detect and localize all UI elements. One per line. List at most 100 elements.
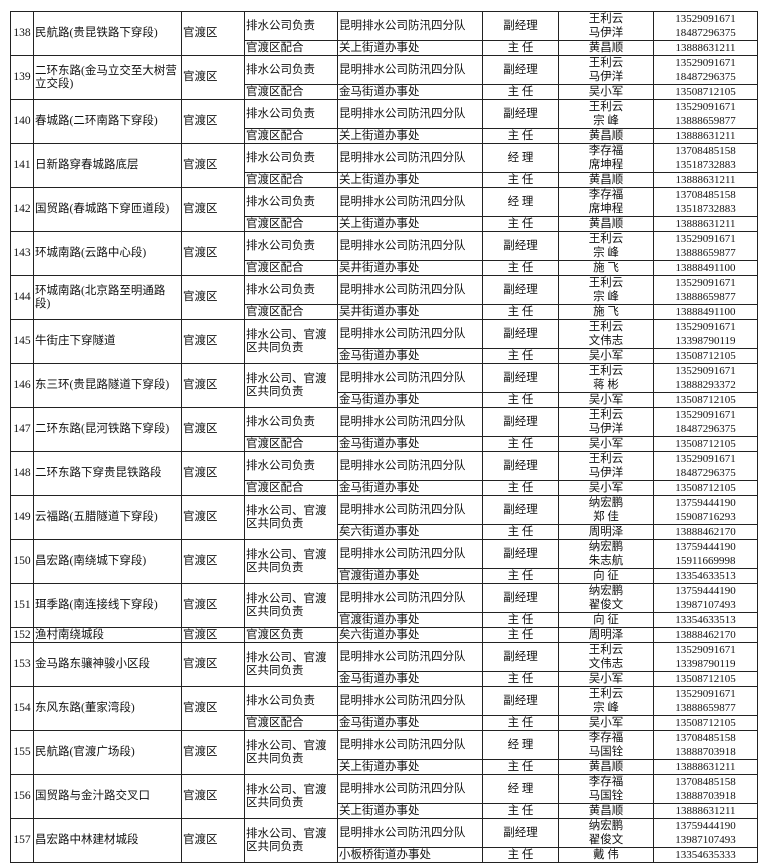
- table-row: 154 东风东路(董家湾段) 官渡区 排水公司负责 昆明排水公司防汛四分队 副经理 王利云宗…: [10, 686, 758, 731]
- responsible-unit: 昆明排水公司防汛四分队: [337, 818, 483, 848]
- contact-person-line: 马伊洋: [588, 467, 624, 479]
- contact-person: 向 征: [558, 568, 654, 584]
- contact-person-line: 吴小军: [588, 86, 624, 98]
- responsibility: 官渡区配合: [244, 260, 338, 276]
- district: 官渡区: [181, 495, 245, 540]
- responsibility: 排水公司、官渡区共同负责: [244, 774, 338, 819]
- table-row: 150 昌宏路(南绕城下穿段) 官渡区 排水公司、官渡区共同负责 昆明排水公司防汛四分队…: [10, 539, 758, 584]
- contact-phone-line: 13508712105: [675, 482, 736, 494]
- responsible-unit: 昆明排水公司防汛四分队: [337, 143, 483, 173]
- job-title: 主 任: [482, 480, 559, 496]
- responsible-unit: 昆明排水公司防汛四分队: [337, 231, 483, 261]
- contact-phone-line: 18487296375: [675, 27, 736, 39]
- job-title: 副经理: [482, 583, 559, 613]
- table-row: 149 云福路(五腊隧道下穿段) 官渡区 排水公司、官渡区共同负责 昆明排水公司防汛四分…: [10, 495, 758, 540]
- contact-phone-line: 13354635333: [675, 849, 736, 861]
- row-number: 157: [10, 818, 34, 863]
- contact-person-line: 宗 峰: [593, 247, 619, 259]
- contact-person: 李存福 马国铨: [558, 730, 654, 760]
- contact-person-line: 施 飞: [593, 306, 619, 318]
- contact-person: 纳宏鹏 翟俊文: [558, 818, 654, 848]
- district: 官渡区: [181, 539, 245, 584]
- contact-person-line: 马国铨: [588, 746, 624, 758]
- job-title: 主 任: [482, 172, 559, 188]
- table-subrow: 官渡区配合 关上街道办事处主 任 黄昌顺 13888631211: [11, 40, 758, 56]
- contact-person-line: 王利云: [588, 365, 624, 377]
- row-number: 152: [10, 627, 34, 643]
- location-name: 民航路(贵昆铁路下穿段): [33, 11, 182, 56]
- contact-person-line: 王利云: [588, 453, 624, 465]
- responsible-unit: 官渡街道办事处: [337, 568, 483, 584]
- responsibility: 排水公司、官渡区共同负责: [244, 495, 338, 540]
- contact-phone-line: 13888659877: [675, 115, 736, 127]
- row-number: 143: [10, 231, 34, 276]
- responsible-unit: 昆明排水公司防汛四分队: [337, 187, 483, 217]
- row-number: 153: [10, 642, 34, 687]
- district: 官渡区: [181, 275, 245, 320]
- contact-person-line: 李存福: [588, 189, 624, 201]
- responsible-unit: 吴井街道办事处: [337, 260, 483, 276]
- contact-phone: 13529091671 13888659877: [653, 275, 758, 305]
- contact-person-line: 吴小军: [588, 673, 624, 685]
- contact-person-line: 郑 佳: [593, 511, 619, 523]
- contact-phone: 13759444190 13987107493: [653, 583, 758, 613]
- location-name: 东风东路(董家湾段): [33, 686, 182, 731]
- contact-person-line: 宗 峰: [593, 115, 619, 127]
- contact-person-line: 吴小军: [588, 394, 624, 406]
- responsibility: 官渡区配合: [244, 715, 338, 731]
- job-title: 经 理: [482, 774, 559, 804]
- job-title: 副经理: [482, 642, 559, 672]
- contact-person-line: 王利云: [588, 321, 624, 333]
- contact-phone: 13529091671 13888293372: [653, 363, 758, 393]
- contact-phone: 13529091671 18487296375: [653, 451, 758, 481]
- contact-person: 王利云 文伟志: [558, 642, 654, 672]
- location-name: 国贸路(春城路下穿匝道段): [33, 187, 182, 232]
- location-name: 云福路(五腊隧道下穿段): [33, 495, 182, 540]
- contact-phone: 13529091671 13888659877: [653, 231, 758, 261]
- location-name: 日新路穿春城路底层: [33, 143, 182, 188]
- contact-phone: 13888631211: [653, 40, 758, 56]
- table-row: 142 国贸路(春城路下穿匝道段) 官渡区 排水公司负责 昆明排水公司防汛四分队经 理李…: [10, 187, 758, 232]
- contact-phone-line: 13529091671: [675, 57, 736, 69]
- contact-phone: 13508712105: [653, 392, 758, 408]
- table-row: 145 牛街庄下穿隧道 官渡区 排水公司、官渡区共同负责 昆明排水公司防汛四分队 副经理王…: [10, 319, 758, 364]
- responsibility: 排水公司负责: [244, 451, 338, 481]
- responsible-unit: 昆明排水公司防汛四分队: [337, 730, 483, 760]
- contact-phone-line: 13354633513: [675, 570, 736, 582]
- contact-phone: 13888631211: [653, 216, 758, 232]
- contact-phone-line: 13888462170: [675, 526, 736, 538]
- responsible-unit: 关上街道办事处: [337, 759, 483, 775]
- district: 官渡区: [181, 583, 245, 628]
- contact-person: 吴小军: [558, 436, 654, 452]
- contact-phone-line: 13759444190: [675, 820, 736, 832]
- contact-person-line: 王利云: [588, 644, 624, 656]
- district: 官渡区: [181, 231, 245, 276]
- district: 官渡区: [181, 55, 245, 100]
- district: 官渡区: [181, 642, 245, 687]
- contact-person-line: 王利云: [588, 277, 624, 289]
- contact-person-line: 纳宏鹏: [588, 541, 624, 553]
- contact-phone: 13508712105: [653, 480, 758, 496]
- contact-person-line: 李存福: [588, 776, 624, 788]
- contact-phone-line: 13888659877: [675, 291, 736, 303]
- responsible-unit: 昆明排水公司防汛四分队: [337, 363, 483, 393]
- contact-phone-line: 13529091671: [675, 321, 736, 333]
- responsible-unit: 金马街道办事处: [337, 480, 483, 496]
- contact-phone: 13529091671 18487296375: [653, 55, 758, 85]
- contact-person: 王利云宗 峰: [558, 231, 654, 261]
- district: 官渡区: [181, 363, 245, 408]
- contact-person-line: 黄昌顺: [588, 174, 624, 186]
- responsibility: 官渡区负责: [244, 627, 338, 643]
- district: 官渡区: [181, 627, 245, 643]
- job-title: 副经理: [482, 99, 559, 129]
- job-title: 主 任: [482, 847, 559, 863]
- contact-phone-line: 13987107493: [675, 834, 736, 846]
- contact-person-line: 吴小军: [588, 717, 624, 729]
- location-name: 东三环(贵昆路隧道下穿段): [33, 363, 182, 408]
- responsibility: 排水公司、官渡区共同负责: [244, 730, 338, 775]
- contact-phone-line: 13708485158: [675, 189, 736, 201]
- contact-phone-line: 13398790119: [675, 335, 736, 347]
- contact-phone-line: 13508712105: [675, 350, 736, 362]
- contact-phone: 13529091671 18487296375: [653, 11, 758, 41]
- contact-person: 王利云 马伊洋: [558, 451, 654, 481]
